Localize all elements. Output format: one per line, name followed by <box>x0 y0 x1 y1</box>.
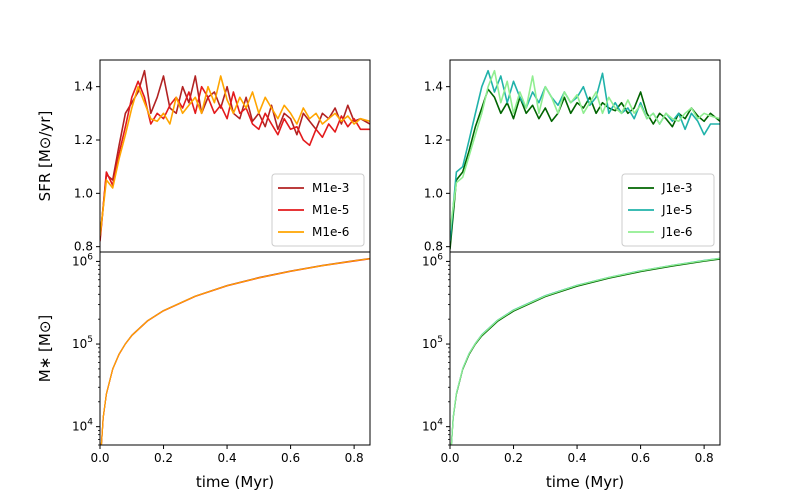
legend-entry: J1e-3 <box>661 181 693 195</box>
x-tick-label: 0.6 <box>281 451 300 465</box>
y-tick-label: 104 <box>422 418 443 434</box>
legend-entry: M1e-6 <box>312 225 349 239</box>
series-line-J1e-3 <box>450 258 720 445</box>
x-tick-label: 0.8 <box>345 451 364 465</box>
legend: M1e-3 M1e-5 M1e-6 <box>271 173 365 247</box>
panel-mass-right: 104 105 106 0.0 0.2 0.4 0.6 0.8 time (Myr) <box>422 251 721 491</box>
series-line-M1e-5 <box>100 80 370 242</box>
x-tick-label: 0.0 <box>90 451 109 465</box>
series-group <box>100 257 370 445</box>
panel-sfr-right: 0.8 1.0 1.2 1.4 J1e-3 J1e-5 J1e-6 <box>424 59 721 254</box>
x-tick-label: 0.2 <box>154 451 173 465</box>
y-tick-label: 1.0 <box>424 186 443 200</box>
x-tick-label: 0.4 <box>568 451 587 465</box>
x-axis-label: time (Myr) <box>196 473 274 491</box>
y-tick-label: 1.4 <box>424 80 443 94</box>
x-tick-label: 0.0 <box>440 451 459 465</box>
legend-entry: J1e-5 <box>661 203 693 217</box>
x-tick-label: 0.2 <box>504 451 523 465</box>
series-line-M1e-6 <box>100 258 370 445</box>
legend-entry: M1e-5 <box>312 203 349 217</box>
x-tick-label: 0.6 <box>631 451 650 465</box>
legend-box <box>271 173 365 247</box>
panel-sfr-left: 0.8 1.0 1.2 1.4 SFR [M⊙/yr] M1e-3 M1e-5 M1e-6 <box>36 59 371 254</box>
series-line-J1e-6 <box>450 69 720 231</box>
series-line-J1e-6 <box>450 257 720 445</box>
series-line-M1e-6 <box>100 75 370 237</box>
legend-entry: J1e-6 <box>661 225 693 239</box>
x-axis-label: time (Myr) <box>546 473 624 491</box>
y-tick-label: 106 <box>72 252 93 268</box>
y-tick-label: 106 <box>422 252 443 268</box>
legend-entry: M1e-3 <box>312 181 349 195</box>
x-tick-label: 0.4 <box>218 451 237 465</box>
y-axis-label: SFR [M⊙/yr] <box>36 111 54 202</box>
series-line-M1e-5 <box>100 258 370 445</box>
legend: J1e-3 J1e-5 J1e-6 <box>621 173 715 247</box>
panel-mass-left: 104 105 106 0.0 0.2 0.4 0.6 0.8 time (Myr) M∗ [M⊙… <box>36 251 371 491</box>
plot-frame <box>99 251 371 446</box>
legend-box <box>621 173 715 247</box>
y-tick-label: 0.8 <box>74 240 93 254</box>
series-line-J1e-3 <box>450 88 720 250</box>
series-line-M1e-3 <box>100 257 370 445</box>
y-tick-label: 1.2 <box>74 133 93 147</box>
series-line-J1e-5 <box>450 257 720 445</box>
y-tick-label: 1.0 <box>74 186 93 200</box>
series-line-J1e-5 <box>450 69 720 242</box>
series-group <box>100 69 370 242</box>
plot-frame <box>449 251 721 446</box>
y-tick-label: 1.2 <box>424 133 443 147</box>
y-axis-label: M∗ [M⊙] <box>36 315 54 383</box>
y-tick-label: 1.4 <box>74 80 93 94</box>
y-tick-label: 105 <box>422 335 443 351</box>
y-tick-label: 105 <box>72 335 93 351</box>
series-group <box>450 257 720 445</box>
y-tick-label: 104 <box>72 418 93 434</box>
y-tick-label: 0.8 <box>424 240 443 254</box>
series-group <box>450 69 720 250</box>
x-tick-label: 0.8 <box>695 451 714 465</box>
